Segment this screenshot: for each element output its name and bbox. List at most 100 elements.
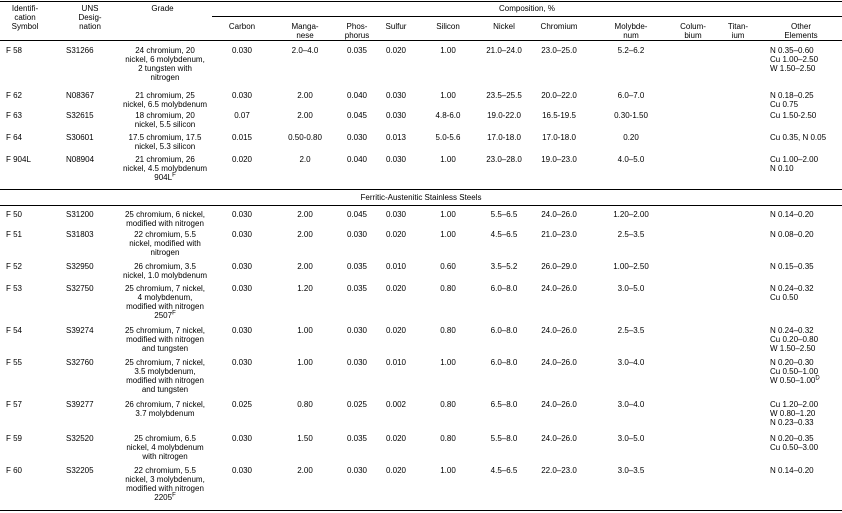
other-line: Cu 0.75 [770,100,814,109]
composition-mn: 1.50 [297,434,313,443]
composition-cr: 24.0–26.0 [541,326,577,335]
other-line: Cu 1.00–2.50 [770,55,818,64]
grade-footnote: F [172,310,176,317]
grade-line: 2205F [120,492,210,502]
grade: 17.5 chromium, 17.5 nickel, 5.3 silicon [120,133,210,151]
grade-line: modified with nitrogen [120,376,210,385]
composition-c: 0.015 [231,133,253,142]
other-line: N 0.18–0.25 [770,91,814,100]
grade-text: nickel, 6.5 molybdenum [122,100,208,109]
grade: 25 chromium, 6.5 nickel, 4 molybdenum with… [120,434,210,461]
header-nickel: Nickel [493,22,515,31]
grade: 25 chromium, 7 nickel, 3.5 molybdenum, mod… [120,358,210,394]
other-text: N 0.24–0.32 [770,284,814,293]
composition-p: 0.035 [346,46,368,55]
grade-text: 25 chromium, 7 nickel, [124,358,206,367]
grade-line: modified with nitrogen [120,219,210,228]
other-elements: Cu 1.20–2.00 W 0.80–1.20 N 0.23–0.33 [770,400,818,427]
composition-cr: 26.0–29.0 [541,262,577,271]
other-elements: Cu 0.35, N 0.05 [770,133,826,142]
grade: 22 chromium, 5.5 nickel, modified with nit… [120,230,210,257]
composition-mn: 2.00 [297,210,313,219]
grade: 21 chromium, 25 nickel, 6.5 molybdenum [120,91,210,109]
composition-mn: 1.00 [297,358,313,367]
composition-rule [212,16,842,17]
grade-text: and tungsten [141,385,189,394]
composition-mn: 2.00 [297,466,313,475]
table-bottom-rule [0,510,842,511]
other-text: N 0.20–0.35 [770,434,814,443]
other-text: N 0.14–0.20 [770,466,814,475]
composition-s: 0.030 [385,111,407,120]
other-text: Cu 0.50–3.00 [770,443,819,452]
grade-line: nickel, modified with [120,239,210,248]
grade-text: 2507 [154,311,173,320]
composition-c: 0.030 [231,91,253,100]
composition-c: 0.025 [231,400,253,409]
grade-line: 25 chromium, 7 nickel, [120,326,210,335]
composition-mn: 2.00 [297,230,313,239]
composition-s: 0.020 [385,284,407,293]
composition-s: 0.020 [385,434,407,443]
composition-p: 0.025 [346,400,368,409]
other-text: Cu 1.50-2.50 [770,111,817,120]
composition-mo: 3.0–5.0 [617,434,645,443]
grade-text: 22 chromium, 5.5 [134,466,196,475]
composition-mo: 3.0–3.5 [617,466,645,475]
grade-line: 2507F [120,310,210,320]
composition-mn: 0.50-0.80 [288,133,322,142]
grade-line: modified with nitrogen [120,302,210,311]
grade-line: nitrogen [120,73,210,82]
composition-ni: 6.0–8.0 [490,284,518,293]
other-line: N 0.24–0.32 [770,326,818,335]
composition-cr: 20.0–22.0 [541,91,577,100]
grade-text: nickel, 4.5 molybdenum [122,164,208,173]
other-line: Cu 0.20–0.80 [770,335,818,344]
grade-line: 24 chromium, 20 [120,46,210,55]
identification-symbol: F 63 [6,111,23,120]
grade-text: modified with nitrogen [126,302,204,311]
other-text: W 1.50–2.50 [770,64,816,73]
composition-cr: 22.0–23.0 [541,466,577,475]
composition-si: 0.80 [440,284,456,293]
other-line: N 0.23–0.33 [770,418,818,427]
composition-p: 0.035 [346,262,368,271]
other-line: Cu 0.35, N 0.05 [770,133,826,142]
identification-symbol: F 54 [6,326,23,335]
identification-symbol: F 57 [6,400,23,409]
composition-mo: 1.20–2.00 [613,210,649,219]
other-text: W 0.50–1.00 [770,376,816,385]
composition-c: 0.030 [231,230,253,239]
composition-ni: 6.0–8.0 [490,326,518,335]
grade-footnote: F [172,172,176,179]
grade-line: nickel, 4.5 molybdenum [120,164,210,173]
grade-line: 25 chromium, 6.5 [120,434,210,443]
other-line: N 0.14–0.20 [770,466,814,475]
composition-c: 0.030 [231,434,253,443]
grade-line: 25 chromium, 7 nickel, [120,284,210,293]
composition-ni: 23.5–25.5 [486,91,522,100]
grade-line: and tungsten [120,385,210,394]
other-line: W 1.50–2.50 [770,344,818,353]
other-line: N 0.24–0.32 [770,284,814,293]
other-text: Cu 1.00–2.00 [770,155,819,164]
header-other-elements: Other Elements [784,22,818,40]
composition-cr: 24.0–26.0 [541,434,577,443]
grade-line: modified with nitrogen [120,484,210,493]
other-elements: Cu 1.00–2.00 N 0.10 [770,155,818,173]
grade-text: nitrogen [150,248,180,257]
grade-text: 25 chromium, 6.5 [134,434,196,443]
other-footnote: D [815,375,820,382]
grade-text: and tungsten [141,344,189,353]
grade-text: 26 chromium, 7 nickel, [124,400,206,409]
grade-line: 4 molybdenum, [120,293,210,302]
header-molybdenum: Molybde-num [614,22,648,40]
other-line: N 0.15–0.35 [770,262,814,271]
identification-symbol: F 64 [6,133,23,142]
grade-text: nickel, modified with [129,239,201,248]
composition-ni: 5.5–6.5 [490,210,518,219]
grade: 18 chromium, 20 nickel, 5.5 silicon [120,111,210,129]
header-composition: Composition, % [498,4,556,13]
uns-designation: S32950 [66,262,94,271]
section-bottom-rule [0,205,842,206]
